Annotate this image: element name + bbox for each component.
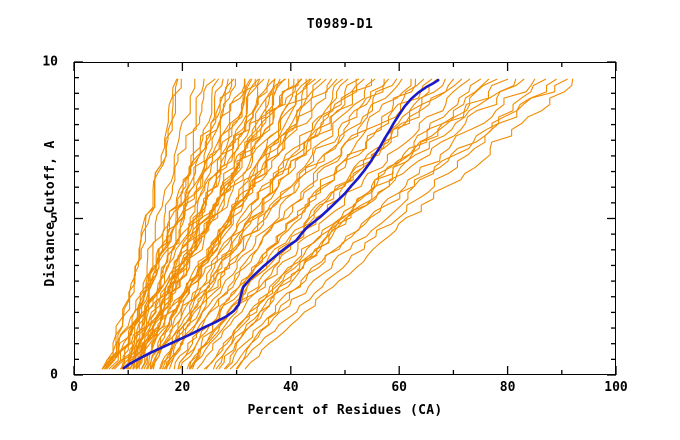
background-series-line — [104, 78, 179, 370]
x-tick-label: 80 — [499, 380, 516, 395]
background-series-line — [229, 78, 547, 370]
background-series-line — [223, 78, 525, 370]
background-series-group — [101, 78, 574, 370]
background-series-line — [186, 78, 446, 370]
background-series-line — [128, 78, 246, 370]
background-series-line — [244, 78, 574, 370]
background-series-line — [104, 78, 261, 370]
y-tick-label: 0 — [50, 367, 58, 383]
x-tick-label: 100 — [604, 380, 628, 395]
background-series-line — [205, 78, 490, 370]
background-series-line — [225, 78, 536, 370]
highlight-series-group — [122, 78, 440, 370]
y-axis-title: Distance Cutoff, A — [43, 140, 58, 287]
background-series-line — [166, 78, 376, 370]
background-series-line — [192, 78, 463, 370]
background-series-line — [188, 78, 454, 370]
x-tick-label: 0 — [70, 380, 78, 395]
background-series-line — [162, 78, 365, 370]
background-series-line — [165, 78, 385, 370]
background-series-line — [215, 78, 509, 370]
background-series-line — [133, 78, 251, 370]
background-series-line — [177, 78, 417, 370]
highlight-series-line — [122, 78, 440, 370]
plot-data-area — [101, 78, 574, 370]
background-series-line — [196, 78, 471, 370]
background-series-line — [235, 78, 557, 370]
background-series-line — [190, 78, 438, 370]
background-series-line — [111, 78, 196, 370]
background-series-line — [120, 78, 312, 370]
x-tick-label: 40 — [282, 380, 299, 395]
plot-frame — [74, 62, 616, 375]
background-series-line — [159, 78, 360, 370]
background-series-line — [168, 78, 398, 370]
background-series-line — [236, 78, 568, 370]
background-series-line — [112, 78, 276, 370]
chart-title: T0989-D1 — [306, 17, 374, 32]
background-series-line — [138, 78, 303, 370]
x-axis-title: Percent of Residues (CA) — [247, 403, 443, 418]
background-series-line — [102, 78, 229, 370]
background-series-line — [152, 78, 327, 370]
x-tick-label: 20 — [174, 380, 191, 395]
background-series-line — [106, 78, 253, 370]
y-tick-label: 10 — [42, 54, 58, 70]
background-series-line — [163, 78, 373, 370]
background-series-line — [152, 78, 343, 370]
y-tick-label: 5 — [50, 211, 58, 226]
background-series-line — [132, 78, 270, 370]
background-series-line — [218, 78, 517, 370]
background-series-line — [121, 78, 302, 370]
background-series-line — [177, 78, 412, 370]
background-series-line — [165, 78, 389, 370]
background-series-line — [125, 78, 233, 370]
background-series-line — [213, 78, 498, 370]
background-series-line — [106, 78, 178, 370]
x-tick-label: 60 — [391, 380, 408, 395]
